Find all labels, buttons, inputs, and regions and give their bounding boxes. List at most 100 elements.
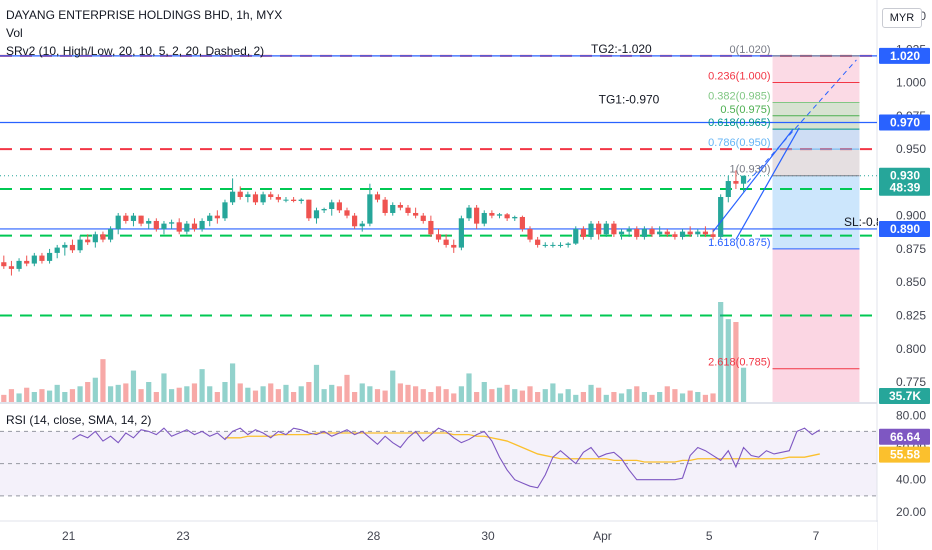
volume-bar xyxy=(550,383,556,402)
price-badge-text: 1.020 xyxy=(890,49,920,63)
candle-body xyxy=(725,181,731,198)
candle-body xyxy=(458,218,464,248)
volume-bar xyxy=(535,392,541,402)
volume-bar xyxy=(336,386,342,402)
volume-bar xyxy=(527,386,533,402)
volume-bar xyxy=(130,370,137,402)
volume-bar xyxy=(603,394,609,402)
candle-body xyxy=(344,210,350,216)
volume-bar xyxy=(298,386,304,402)
volume-bar xyxy=(618,393,625,402)
candle-body xyxy=(641,228,648,237)
candle-body xyxy=(390,204,396,213)
volume-bar xyxy=(474,392,480,402)
price-badge xyxy=(879,47,930,64)
volume-bar xyxy=(77,386,83,402)
volume-legend[interactable]: Vol xyxy=(6,26,23,40)
projection-line xyxy=(746,59,857,183)
candle-body xyxy=(275,197,281,200)
volume-bar xyxy=(596,387,602,402)
volume-bar xyxy=(466,373,472,402)
candle-body xyxy=(718,197,724,237)
time-tick-label: 5 xyxy=(706,529,713,543)
volume-bar xyxy=(69,389,76,402)
candle-body xyxy=(39,255,45,261)
volume-bar xyxy=(702,394,709,402)
candle-body xyxy=(580,228,586,237)
volume-bar xyxy=(489,389,495,402)
rsi-line xyxy=(72,427,821,489)
time-tick-label: 21 xyxy=(62,529,76,543)
volume-bar xyxy=(573,394,579,402)
volume-bar xyxy=(512,389,518,402)
volume-bar xyxy=(1,394,7,402)
time-tick-label: 7 xyxy=(813,529,820,543)
volume-bar xyxy=(580,392,586,402)
tg2-label: TG2:-1.020 xyxy=(591,42,652,56)
volume-bar xyxy=(405,384,411,402)
candle-body xyxy=(733,181,739,184)
price-badge-text: 48:39 xyxy=(890,181,921,195)
volume-bar xyxy=(207,386,213,402)
volume-bar xyxy=(138,389,144,402)
candle-body xyxy=(565,243,571,245)
candle-body xyxy=(550,244,556,246)
volume-bar xyxy=(184,386,190,402)
volume-bar xyxy=(695,392,701,402)
candle-body xyxy=(199,220,205,229)
srv2-legend[interactable]: SRv2 (10, High/Low, 20, 10, 5, 2, 20, Da… xyxy=(6,44,265,58)
stop-zone xyxy=(772,175,860,249)
volume-bar xyxy=(413,386,419,402)
price-badge xyxy=(879,388,930,404)
rsi-badge xyxy=(879,446,930,463)
candle-body xyxy=(306,199,312,219)
candle-body xyxy=(420,215,426,221)
candle-body xyxy=(504,214,510,219)
volume-bar xyxy=(390,370,396,402)
volume-bar xyxy=(352,392,358,402)
price-tick-label: 0.825 xyxy=(896,308,926,322)
candle-body xyxy=(352,215,358,227)
volume-bar xyxy=(161,373,167,402)
volume-bar xyxy=(725,319,731,402)
candle-body xyxy=(130,215,137,221)
candle-body xyxy=(161,223,167,229)
candle-body xyxy=(237,191,243,198)
tg1-label: TG1:-0.970 xyxy=(599,92,660,106)
price-badge-text: 35.7K xyxy=(889,389,921,403)
candle-body xyxy=(557,244,564,246)
volume-bar xyxy=(229,363,236,402)
volume-bar xyxy=(85,382,91,402)
candle-body xyxy=(611,223,617,235)
volume-bar xyxy=(329,384,335,402)
symbol-title[interactable]: DAYANG ENTERPRISE HOLDINGS BHD, 1h, MYX xyxy=(6,8,283,22)
candle-body xyxy=(664,231,670,235)
volume-bar xyxy=(46,390,53,402)
candle-body xyxy=(115,215,121,229)
candle-body xyxy=(245,194,251,198)
volume-bar xyxy=(435,386,442,402)
fib-label: 0.5(0.975) xyxy=(720,104,770,116)
volume-bar xyxy=(664,386,670,402)
currency-badge[interactable]: MYR xyxy=(882,8,922,28)
candle-body xyxy=(413,212,419,216)
candle-body xyxy=(405,207,411,213)
candle-body xyxy=(489,212,495,216)
rsi-ma-line xyxy=(224,432,820,463)
volume-bar xyxy=(626,389,632,402)
rsi-legend[interactable]: RSI (14, close, SMA, 14, 2) xyxy=(6,413,152,427)
candle-body xyxy=(435,234,442,240)
volume-bar xyxy=(496,387,503,402)
volume-bar xyxy=(306,382,312,402)
volume-bar xyxy=(8,389,15,402)
price-badge-text: 0.970 xyxy=(890,115,920,129)
candle-body xyxy=(184,223,190,232)
candle-body xyxy=(153,220,159,229)
volume-bar xyxy=(428,392,434,402)
candle-body xyxy=(710,234,716,237)
candle-body xyxy=(168,222,175,224)
fib-grey-zone xyxy=(772,149,860,176)
volume-bar xyxy=(458,386,464,402)
candle-body xyxy=(69,244,76,251)
